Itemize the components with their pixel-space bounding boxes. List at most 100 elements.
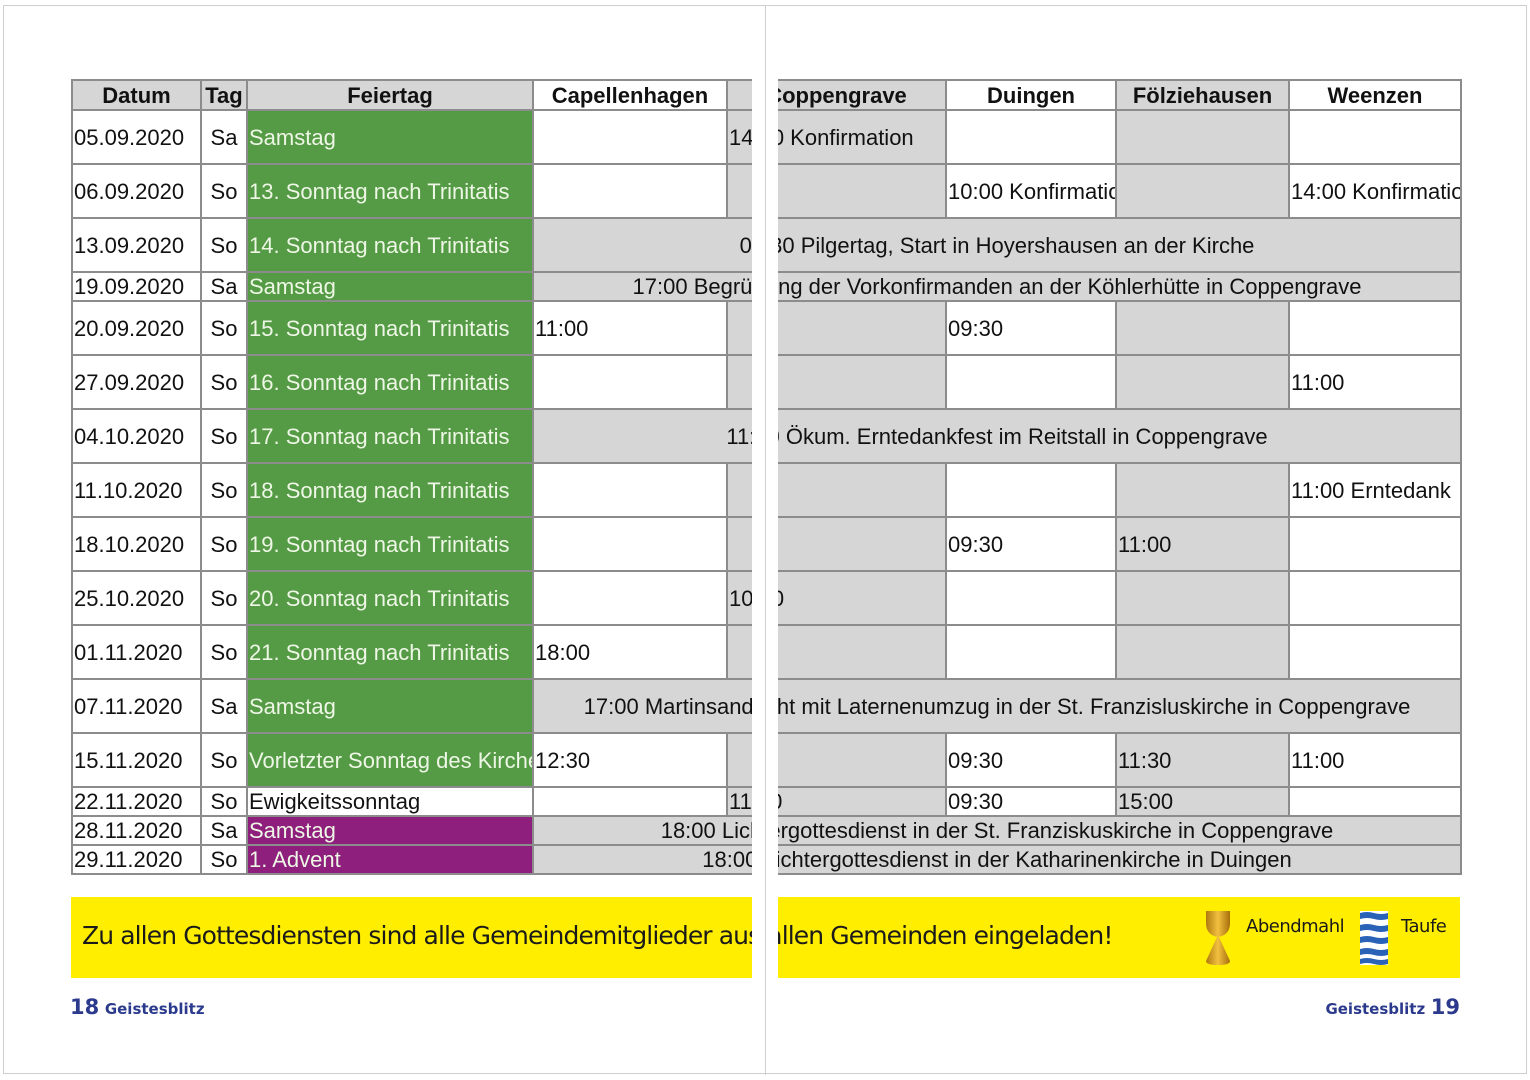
column-header-capellenhagen: Capellenhagen: [532, 79, 728, 111]
service-cell-weenzen: [1288, 109, 1462, 165]
service-cell-f-lziehausen: [1115, 300, 1290, 356]
service-cell-weenzen: [1288, 516, 1462, 572]
service-cell-capellenhagen: 11:00: [532, 300, 728, 356]
service-cell-weenzen: [1288, 786, 1462, 817]
date-cell: 06.09.2020: [71, 163, 202, 219]
chalice-icon: [1206, 911, 1230, 965]
feiertag-cell: 16. Sonntag nach Trinitatis: [246, 354, 534, 410]
day-cell: So: [200, 570, 248, 626]
feiertag-cell: Vorletzter Sonntag des Kirchenjahres: [246, 732, 534, 788]
table-header-row: Datum Tag Feiertag Capellenhagen Coppengrave…: [71, 79, 1462, 111]
day-cell: Sa: [200, 271, 248, 302]
service-cell-capellenhagen: [532, 516, 728, 572]
day-cell: Sa: [200, 678, 248, 734]
feiertag-cell: 20. Sonntag nach Trinitatis: [246, 570, 534, 626]
footer-left: 18 Geistesblitz: [70, 995, 205, 1019]
date-cell: 11.10.2020: [71, 462, 202, 518]
table-row: 11.10.2020 So 18. Sonntag nach Trinitatis 1…: [71, 462, 1462, 518]
service-cell-f-lziehausen: 11:30: [1115, 732, 1290, 788]
service-cell-duingen: 09:30: [945, 516, 1117, 572]
feiertag-cell: 13. Sonntag nach Trinitatis: [246, 163, 534, 219]
service-cell-capellenhagen: [532, 109, 728, 165]
service-cell-capellenhagen: [532, 570, 728, 626]
feiertag-cell: 17. Sonntag nach Trinitatis: [246, 408, 534, 464]
feiertag-cell: Samstag: [246, 815, 534, 846]
table-row: 13.09.2020 So 14. Sonntag nach Trinitatis 0…: [71, 217, 1462, 273]
service-cell-weenzen: 14:00 Konfirmation: [1288, 163, 1462, 219]
day-cell: So: [200, 462, 248, 518]
magazine-name: Geistesblitz: [104, 1000, 205, 1018]
service-cell-f-lziehausen: [1115, 570, 1290, 626]
date-cell: 04.10.2020: [71, 408, 202, 464]
service-cell-weenzen: 11:00: [1288, 354, 1462, 410]
service-cell-capellenhagen: [532, 786, 728, 817]
table-row: 27.09.2020 So 16. Sonntag nach Trinitatis 1…: [71, 354, 1462, 410]
feiertag-cell: 14. Sonntag nach Trinitatis: [246, 217, 534, 273]
table-row: 07.11.2020 Sa Samstag 17:00 Martinsandacht …: [71, 678, 1462, 734]
combined-service-cell: 17:00 Martinsandacht mit Laternenumzug i…: [532, 678, 1462, 734]
table-row: 22.11.2020SoEwigkeitssonntag11:0009:3015…: [71, 786, 1462, 817]
column-header-weenzen: Weenzen: [1288, 79, 1462, 111]
water-waves-icon: [1360, 911, 1388, 965]
service-cell-duingen: [945, 624, 1117, 680]
date-cell: 20.09.2020: [71, 300, 202, 356]
day-cell: So: [200, 786, 248, 817]
day-cell: Sa: [200, 109, 248, 165]
date-cell: 28.11.2020: [71, 815, 202, 846]
day-cell: So: [200, 217, 248, 273]
service-cell-duingen: [945, 354, 1117, 410]
date-cell: 27.09.2020: [71, 354, 202, 410]
service-cell-f-lziehausen: [1115, 624, 1290, 680]
magazine-name: Geistesblitz: [1325, 1000, 1426, 1018]
date-cell: 18.10.2020: [71, 516, 202, 572]
feiertag-cell: Samstag: [246, 271, 534, 302]
service-cell-weenzen: [1288, 624, 1462, 680]
table-row: 01.11.2020 So 21. Sonntag nach Trinitatis 1…: [71, 624, 1462, 680]
day-cell: So: [200, 516, 248, 572]
service-cell-capellenhagen: [532, 163, 728, 219]
service-cell-f-lziehausen: 11:00: [1115, 516, 1290, 572]
column-header-f-lziehausen: Fölziehausen: [1115, 79, 1290, 111]
feiertag-cell: 21. Sonntag nach Trinitatis: [246, 624, 534, 680]
date-cell: 29.11.2020: [71, 844, 202, 875]
column-header-duingen: Duingen: [945, 79, 1117, 111]
service-cell-weenzen: 11:00: [1288, 732, 1462, 788]
date-cell: 25.10.2020: [71, 570, 202, 626]
day-cell: So: [200, 300, 248, 356]
table-row: 15.11.2020 So Vorletzter Sonntag des Kirch…: [71, 732, 1462, 788]
table-row: 04.10.2020 So 17. Sonntag nach Trinitatis 1…: [71, 408, 1462, 464]
day-cell: So: [200, 354, 248, 410]
table-row: 29.11.2020 So 1. Advent 18:00 Lichtergottes…: [71, 844, 1462, 875]
service-cell-f-lziehausen: 15:00: [1115, 786, 1290, 817]
combined-service-cell: 09:30 Pilgertag, Start in Hoyershausen a…: [532, 217, 1462, 273]
day-cell: Sa: [200, 815, 248, 846]
service-cell-capellenhagen: 18:00: [532, 624, 728, 680]
service-cell-weenzen: 11:00 Erntedank: [1288, 462, 1462, 518]
feiertag-cell: Samstag: [246, 109, 534, 165]
service-cell-f-lziehausen: [1115, 462, 1290, 518]
column-header-feiertag: Feiertag: [246, 79, 534, 111]
feiertag-cell: 1. Advent: [246, 844, 534, 875]
feiertag-cell: 19. Sonntag nach Trinitatis: [246, 516, 534, 572]
service-cell-capellenhagen: [532, 354, 728, 410]
page-number: 19: [1430, 995, 1460, 1019]
day-cell: So: [200, 408, 248, 464]
date-cell: 07.11.2020: [71, 678, 202, 734]
combined-service-cell: 18:00 Lichtergottesdienst in der St. Fra…: [532, 815, 1462, 846]
day-cell: So: [200, 624, 248, 680]
service-cell-f-lziehausen: [1115, 109, 1290, 165]
service-cell-f-lziehausen: [1115, 354, 1290, 410]
combined-service-cell: 18:00 Lichtergottesdienst in der Kathari…: [532, 844, 1462, 875]
feiertag-cell: 15. Sonntag nach Trinitatis: [246, 300, 534, 356]
column-header-datum: Datum: [71, 79, 202, 111]
service-cell-weenzen: [1288, 570, 1462, 626]
date-cell: 01.11.2020: [71, 624, 202, 680]
service-cell-f-lziehausen: [1115, 163, 1290, 219]
service-cell-weenzen: [1288, 300, 1462, 356]
footer-right: Geistesblitz 19: [1325, 995, 1460, 1019]
column-header-tag: Tag: [200, 79, 248, 111]
service-cell-duingen: [945, 570, 1117, 626]
invitation-text: Zu allen Gottesdiensten sind alle Gemein…: [82, 921, 1113, 950]
feiertag-cell: Ewigkeitssonntag: [246, 786, 534, 817]
